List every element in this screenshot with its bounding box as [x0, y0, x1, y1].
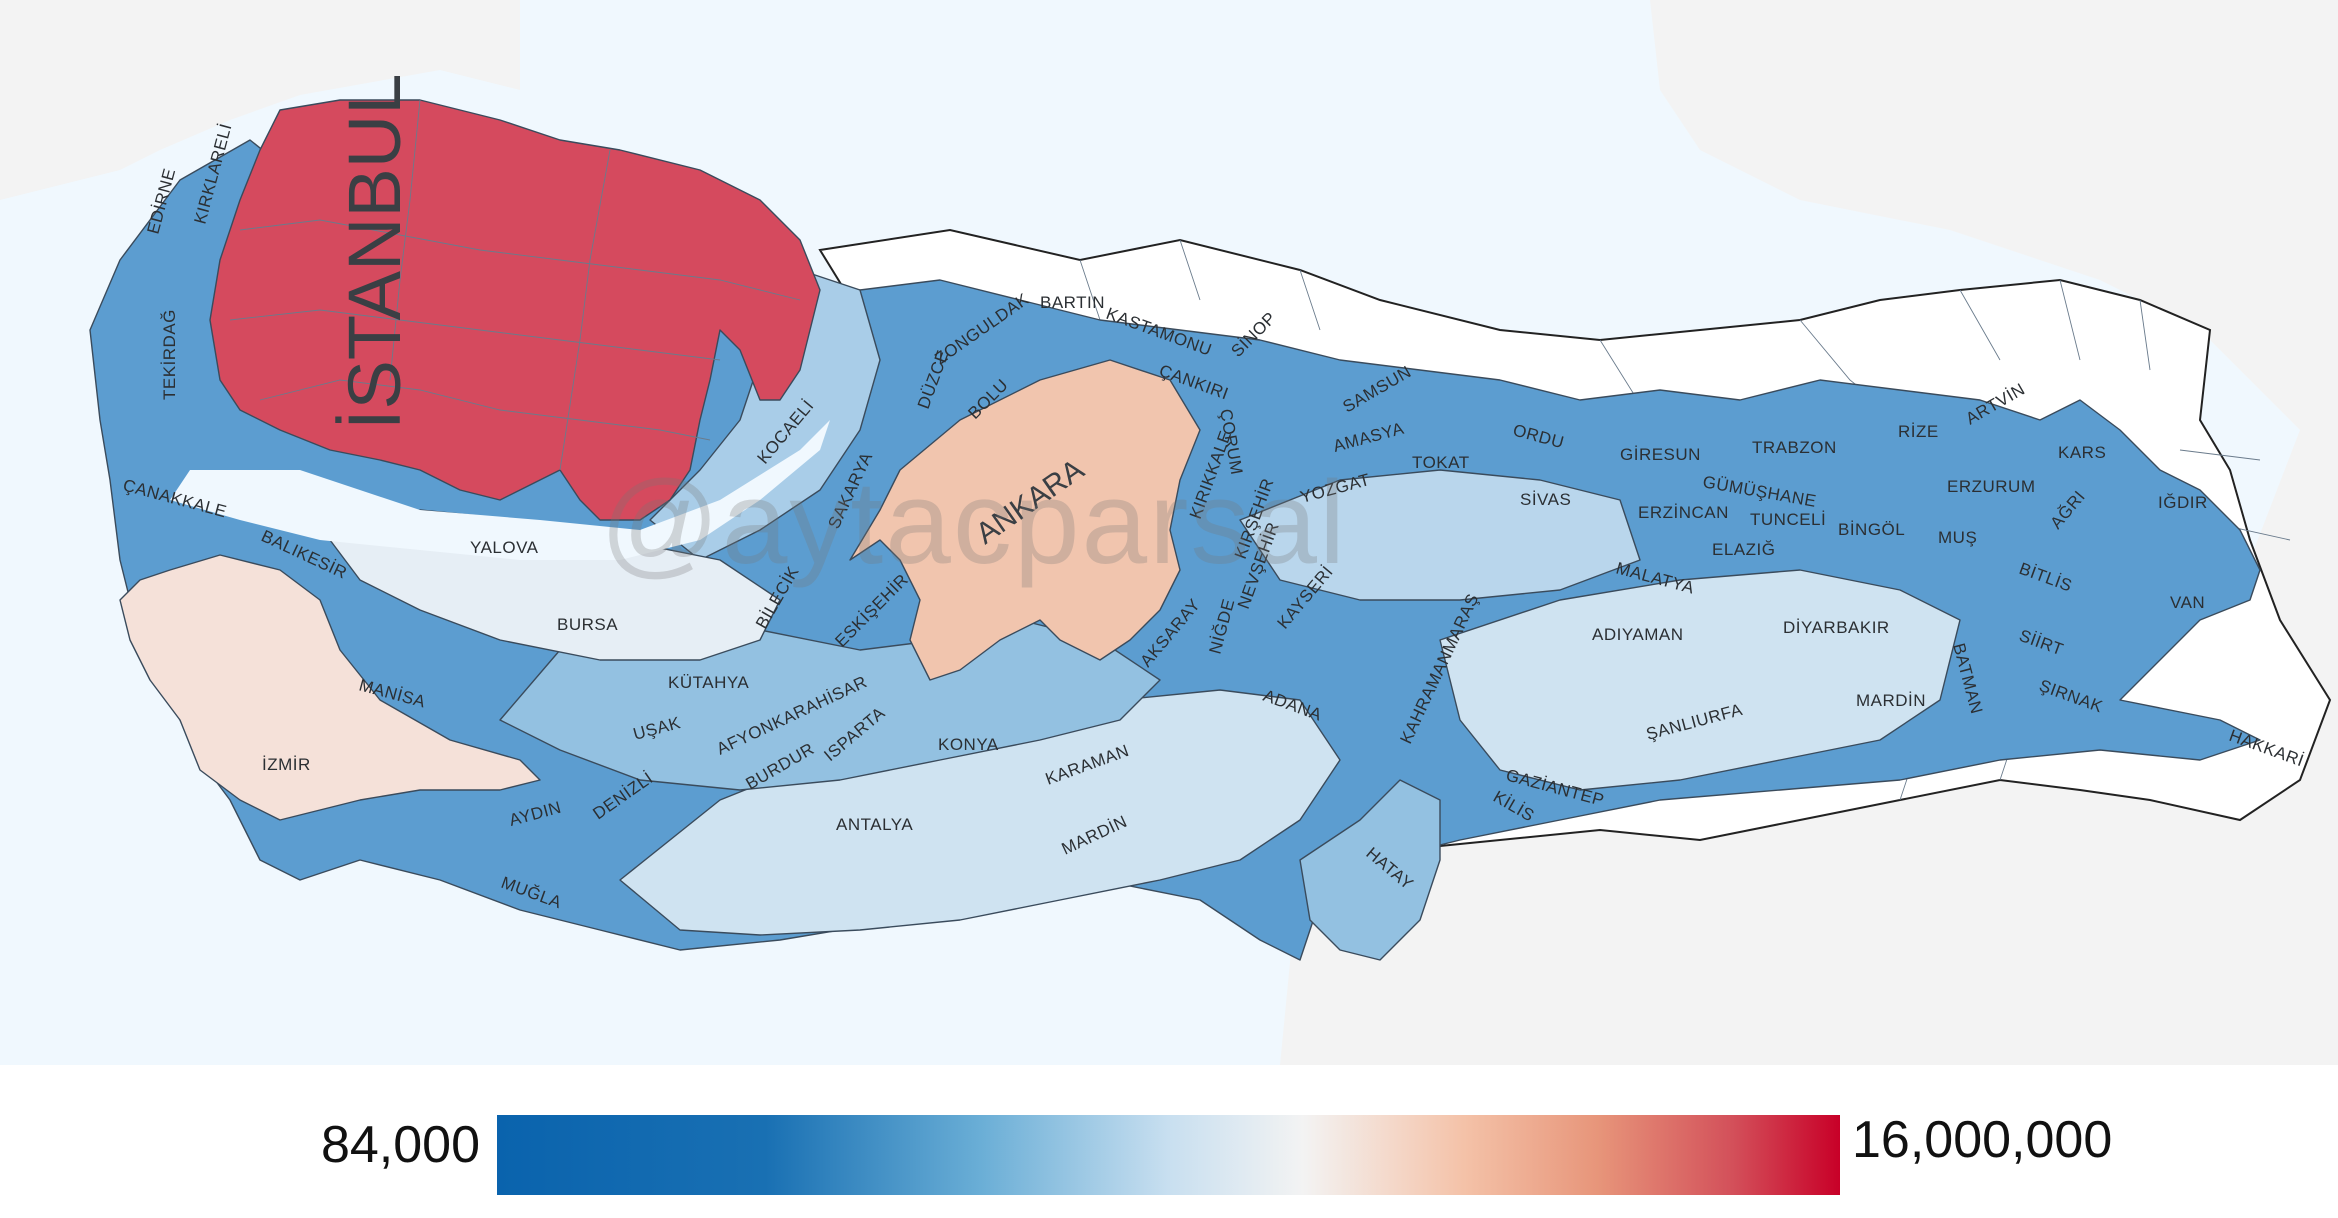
label-van: VAN	[2170, 593, 2205, 612]
region-light-north	[649, 269, 881, 561]
label-elazig: ELAZIĞ	[1712, 540, 1775, 559]
label-mus: MUŞ	[1938, 528, 1977, 547]
label-trabzon: TRABZON	[1752, 438, 1837, 457]
label-konya: KONYA	[938, 735, 999, 754]
outside-land	[1280, 0, 2338, 1065]
legend-color-scale	[497, 1115, 1840, 1195]
region-istanbul	[209, 99, 821, 521]
region-izmir	[119, 554, 541, 821]
label-tokat: TOKAT	[1412, 453, 1470, 472]
label-erzurum: ERZURUM	[1947, 477, 2036, 496]
label-diyarbakir: DİYARBAKIR	[1783, 618, 1890, 637]
sea-marmara	[170, 420, 830, 560]
label-adiyaman: ADIYAMAN	[1592, 625, 1684, 644]
cartogram-map: İSTANBUL ANKARA İZMİR BURSA KONYA ANTALY…	[0, 0, 2338, 1065]
label-tunceli: TUNCELİ	[1750, 510, 1826, 529]
label-mardin: MARDİN	[1856, 691, 1926, 710]
label-antalya: ANTALYA	[836, 815, 913, 834]
region-light-east-central	[1239, 469, 1641, 601]
map-area: İSTANBUL ANKARA İZMİR BURSA KONYA ANTALY…	[0, 0, 2338, 1065]
region-mid-west	[499, 619, 1161, 791]
region-light-southeast	[1439, 569, 1961, 791]
label-sivas: SİVAS	[1520, 490, 1571, 509]
label-erzincan: ERZİNCAN	[1638, 503, 1729, 522]
label-rize: RİZE	[1898, 422, 1939, 441]
region-mid-hatay	[1299, 779, 1441, 961]
label-bingol: BİNGÖL	[1838, 520, 1905, 539]
label-kars: KARS	[2058, 443, 2106, 462]
label-kutahya: KÜTAHYA	[668, 673, 749, 692]
label-igdir: IĞDIR	[2158, 493, 2208, 512]
istanbul-inner-borders	[229, 99, 801, 471]
label-tekirdag: TEKİRDAĞ	[160, 309, 179, 400]
label-yalova: YALOVA	[470, 538, 539, 557]
legend-min-label: 84,000	[320, 1116, 480, 1174]
label-bartin: BARTIN	[1040, 293, 1105, 312]
label-izmir: İZMİR	[262, 755, 311, 774]
outside-land	[0, 0, 520, 200]
label-istanbul: İSTANBUL	[333, 74, 416, 430]
watermark: @aytacparsal	[600, 457, 1348, 589]
label-bursa: BURSA	[557, 615, 618, 634]
legend-max-label: 16,000,000	[1852, 1111, 2113, 1169]
region-ankara	[849, 359, 1201, 681]
label-giresun: GİRESUN	[1620, 445, 1701, 464]
